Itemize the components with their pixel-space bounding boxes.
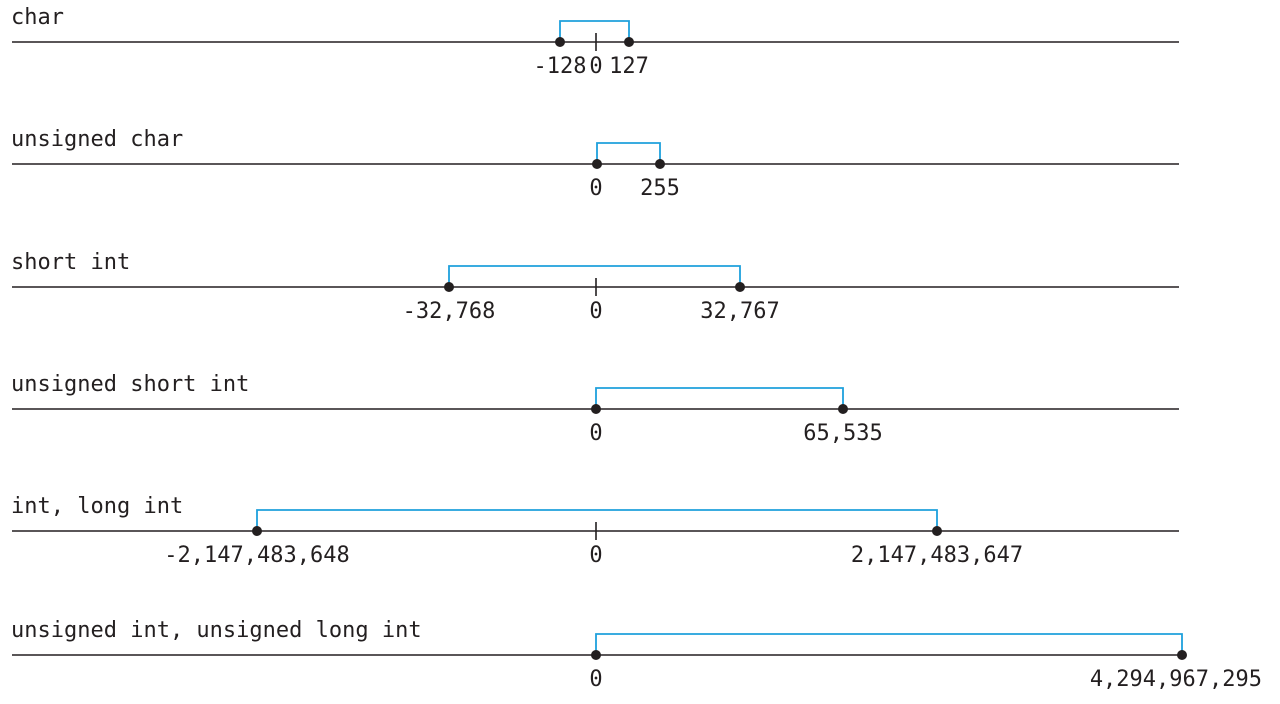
max-endpoint-dot <box>838 404 848 414</box>
min-endpoint-dot <box>444 282 454 292</box>
max-label: 4,294,967,295 <box>1090 667 1262 692</box>
max-label: 2,147,483,647 <box>851 543 1023 568</box>
max-endpoint-dot <box>655 159 665 169</box>
zero-label: 0 <box>589 299 602 324</box>
type-label: char <box>11 5 64 30</box>
zero-label: 0 <box>589 421 602 446</box>
type-label: unsigned char <box>11 127 183 152</box>
min-label: -32,768 <box>403 299 496 324</box>
min-endpoint-dot <box>555 37 565 47</box>
range-bracket <box>256 509 938 531</box>
min-endpoint-dot <box>252 526 262 536</box>
min-label: -2,147,483,648 <box>164 543 349 568</box>
range-bracket <box>596 142 661 164</box>
max-label: 255 <box>640 176 680 201</box>
min-endpoint-dot <box>591 404 601 414</box>
range-bracket <box>595 387 844 409</box>
max-endpoint-dot <box>932 526 942 536</box>
zero-label: 0 <box>589 54 602 79</box>
type-label: unsigned int, unsigned long int <box>11 618 422 643</box>
range-bracket <box>559 20 630 42</box>
min-endpoint-dot <box>591 650 601 660</box>
max-endpoint-dot <box>624 37 634 47</box>
max-label: 32,767 <box>700 299 779 324</box>
max-endpoint-dot <box>1177 650 1187 660</box>
zero-label: 0 <box>589 176 602 201</box>
min-label: -128 <box>534 54 587 79</box>
zero-label: 0 <box>589 543 602 568</box>
type-label: unsigned short int <box>11 372 249 397</box>
min-endpoint-dot <box>592 159 602 169</box>
range-bracket <box>448 265 741 287</box>
type-label: int, long int <box>11 494 183 519</box>
type-label: short int <box>11 250 130 275</box>
zero-label: 0 <box>589 667 602 692</box>
range-bracket <box>595 633 1183 655</box>
max-label: 127 <box>609 54 649 79</box>
max-label: 65,535 <box>803 421 882 446</box>
max-endpoint-dot <box>735 282 745 292</box>
